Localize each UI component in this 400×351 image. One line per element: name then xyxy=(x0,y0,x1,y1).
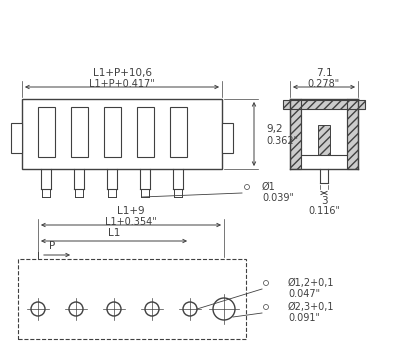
Text: 0.039": 0.039" xyxy=(262,193,294,203)
Text: Ø1: Ø1 xyxy=(262,182,276,192)
Text: 0.116": 0.116" xyxy=(308,206,340,216)
Bar xyxy=(222,123,233,153)
Text: L1+9: L1+9 xyxy=(117,206,145,216)
Bar xyxy=(71,107,88,157)
Bar xyxy=(170,107,187,157)
Text: L1+0.354": L1+0.354" xyxy=(105,217,157,227)
Bar xyxy=(18,259,246,339)
Text: Ø1,2+0,1: Ø1,2+0,1 xyxy=(288,278,334,288)
Text: L1: L1 xyxy=(108,228,120,238)
Text: 0.278": 0.278" xyxy=(308,79,340,89)
Bar xyxy=(318,125,330,155)
Bar xyxy=(137,107,154,157)
Text: Ø2,3+0,1: Ø2,3+0,1 xyxy=(288,302,334,312)
Bar xyxy=(38,107,55,157)
Text: 0.047": 0.047" xyxy=(288,289,320,299)
Bar xyxy=(290,99,301,169)
Text: L1+P+10,6: L1+P+10,6 xyxy=(92,68,152,78)
Text: 0.362": 0.362" xyxy=(266,136,298,146)
Text: P: P xyxy=(49,241,55,251)
Text: 9,2: 9,2 xyxy=(266,124,283,134)
Bar xyxy=(283,100,365,109)
Text: 7.1: 7.1 xyxy=(316,68,332,78)
Text: 3: 3 xyxy=(321,196,327,206)
Bar xyxy=(347,99,358,169)
Text: 0.091": 0.091" xyxy=(288,313,320,323)
Bar xyxy=(22,99,222,169)
Bar xyxy=(11,123,22,153)
Text: L1+P+0.417": L1+P+0.417" xyxy=(89,79,155,89)
Bar xyxy=(104,107,121,157)
